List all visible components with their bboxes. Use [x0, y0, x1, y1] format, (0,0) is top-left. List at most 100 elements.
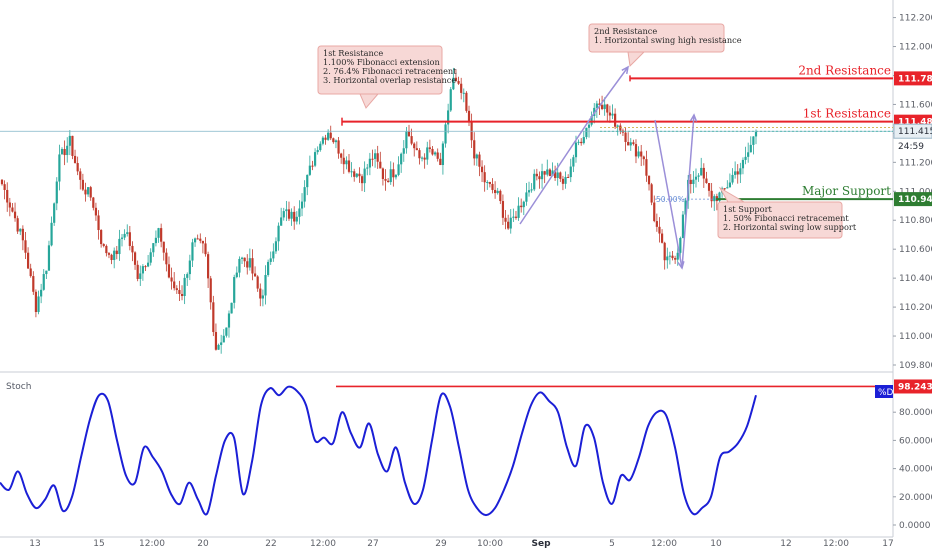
candle-body	[509, 217, 512, 229]
candle-body	[447, 110, 450, 125]
candle-body	[504, 217, 507, 222]
candle-body	[183, 277, 186, 297]
candle-body	[217, 344, 220, 350]
candle-body	[152, 243, 155, 253]
candle-body	[674, 258, 677, 260]
candle-body	[726, 187, 729, 189]
level-label-major-support: Major Support	[802, 184, 891, 198]
price-tick-label: 111.200	[899, 158, 932, 168]
candle-body	[567, 176, 570, 178]
candle-body	[342, 157, 345, 165]
candle-body	[494, 189, 497, 194]
candle-body	[340, 153, 343, 158]
candle-body	[123, 233, 126, 238]
candle-body	[710, 190, 713, 202]
candle-body	[465, 92, 468, 111]
candle-body	[749, 144, 752, 153]
callout-box	[717, 201, 843, 239]
time-tick-label: 29	[435, 539, 447, 549]
candle-body	[337, 140, 340, 154]
candle-body	[350, 171, 353, 173]
candle-body	[79, 171, 82, 180]
stoch-pane-title: Stoch	[6, 382, 31, 392]
price-badge-label: 111.481	[898, 118, 932, 128]
candle-body	[647, 175, 651, 185]
candle-body	[139, 273, 142, 279]
candle-body	[115, 250, 118, 255]
candle-body	[405, 131, 408, 149]
candle-body	[209, 278, 212, 303]
candle-body	[110, 254, 113, 261]
fib-rise-arrow-head	[689, 113, 698, 122]
candle-body	[248, 258, 251, 268]
callout-line: 1st Resistance	[323, 48, 383, 58]
candle-body	[55, 181, 58, 204]
candle-body	[180, 293, 184, 297]
candle-body	[582, 137, 585, 144]
candle-body	[389, 169, 392, 183]
candle-body	[178, 290, 181, 294]
candle-body	[535, 173, 538, 177]
candle-body	[11, 207, 14, 212]
stoch-d-line	[0, 385, 757, 517]
stoch-tick-label: 80.0000	[899, 408, 932, 418]
price-tick-label: 109.800	[899, 361, 932, 371]
candle-body	[734, 171, 737, 175]
time-tick-label: 22	[265, 539, 276, 549]
candle-body	[736, 171, 739, 175]
candle-body	[306, 174, 309, 188]
candle-body	[452, 77, 455, 90]
candle-body	[34, 291, 38, 313]
candle-body	[131, 245, 134, 253]
candle-body	[577, 141, 580, 143]
candle-body	[426, 147, 429, 160]
candle-body	[559, 172, 562, 179]
stochastic-pane	[0, 385, 893, 517]
price-badge	[894, 71, 932, 86]
candle-body	[507, 221, 510, 229]
candle-body	[118, 238, 121, 255]
candle-body	[457, 81, 460, 84]
candle-body	[29, 268, 32, 277]
candle-body	[702, 167, 705, 179]
candle-body	[40, 289, 43, 297]
candle-body	[144, 266, 147, 268]
candle-body	[400, 153, 403, 165]
candle-body	[373, 153, 377, 159]
candle-body	[705, 178, 708, 184]
price-tick-label: 110.600	[899, 245, 932, 255]
candle-body	[311, 165, 314, 167]
time-axis: 13 15 12:00 20 22 12:00 27 29 10:00 Sep 5 12:00 10 12…	[29, 539, 893, 549]
callout-line: 3. Horizontal overlap resistance	[323, 75, 456, 85]
candle-body	[81, 179, 84, 190]
candle-body	[105, 245, 108, 254]
candle-body	[381, 168, 385, 179]
candle-body	[201, 240, 204, 244]
candle-body	[162, 241, 165, 253]
candle-body	[0, 179, 4, 185]
candle-body	[321, 137, 325, 144]
candle-body	[520, 205, 523, 208]
fib-drop-arrow	[654, 119, 683, 269]
candle-body	[752, 136, 755, 145]
candle-body	[460, 83, 463, 93]
stoch-tick-label: 40.0000	[899, 465, 932, 475]
candle-body	[694, 176, 698, 180]
candle-body	[379, 161, 382, 169]
candle-body	[580, 141, 583, 144]
candle-body	[32, 276, 35, 292]
candle-body	[102, 244, 105, 246]
candle-body	[303, 187, 306, 202]
candle-body	[480, 166, 484, 173]
candle-body	[97, 215, 100, 231]
candle-body	[272, 251, 275, 259]
candle-body	[554, 170, 557, 178]
candle-body	[569, 166, 572, 178]
candle-body	[295, 216, 298, 222]
time-tick-label: 10:00	[477, 539, 503, 549]
candle-body	[496, 190, 499, 194]
price-tick-label: 111.600	[899, 100, 932, 110]
